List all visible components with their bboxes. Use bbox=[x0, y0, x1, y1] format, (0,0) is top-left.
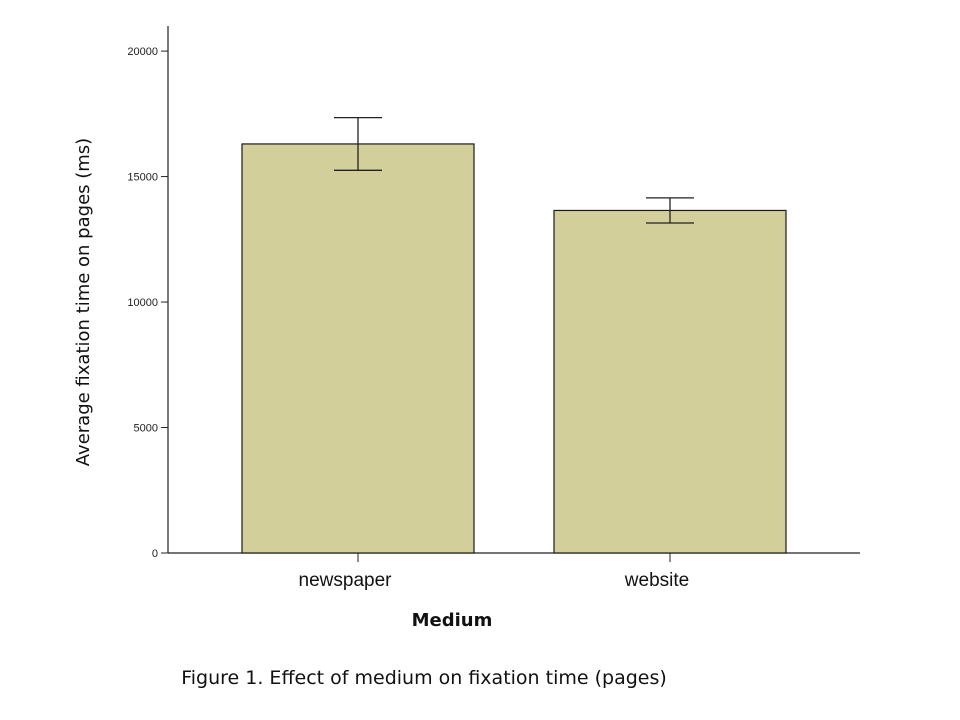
y-tick-label: 0 bbox=[152, 548, 158, 560]
x-tick-label: newspaper bbox=[299, 570, 393, 591]
x-axis-title: Medium bbox=[412, 610, 493, 631]
y-tick-label: 15000 bbox=[127, 172, 158, 184]
figure-caption: Figure 1. Effect of medium on fixation t… bbox=[181, 667, 667, 689]
bar-website bbox=[553, 209, 787, 554]
y-axis: 0 5000 10000 15000 20000 bbox=[127, 26, 169, 560]
error-bars bbox=[334, 116, 694, 224]
y-axis-title: Average fixation time on pages (ms) bbox=[73, 138, 94, 466]
bar-newspaper bbox=[241, 143, 475, 554]
x-axis: newspaper website bbox=[168, 552, 860, 591]
y-tick-label: 10000 bbox=[127, 297, 158, 309]
y-tick-label: 5000 bbox=[134, 423, 158, 435]
bars bbox=[241, 143, 787, 554]
y-tick-label: 20000 bbox=[127, 46, 158, 58]
x-tick-label: website bbox=[624, 570, 689, 591]
